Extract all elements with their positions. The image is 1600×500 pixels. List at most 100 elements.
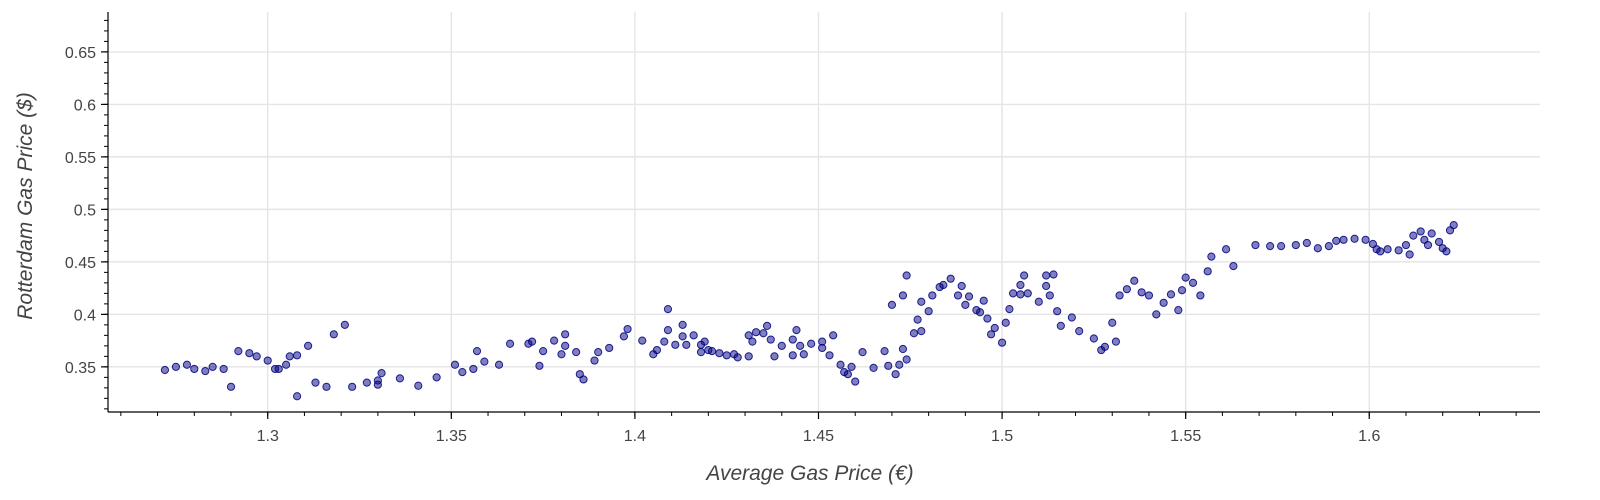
data-point <box>527 337 537 346</box>
data-point <box>348 382 357 391</box>
data-point <box>1449 221 1458 230</box>
data-point <box>1159 298 1168 307</box>
data-point <box>201 366 210 376</box>
data-point <box>340 320 349 329</box>
data-point <box>1152 310 1161 319</box>
data-point <box>505 339 515 348</box>
data-point <box>928 291 937 300</box>
data-point <box>395 374 405 383</box>
y-tick-label: 0.55 <box>65 150 96 167</box>
x-tick-label: 1.6 <box>1358 428 1380 445</box>
data-point <box>829 331 838 340</box>
data-point <box>1108 318 1117 327</box>
data-point <box>902 271 911 280</box>
data-point <box>1034 297 1043 306</box>
data-point <box>1196 291 1205 300</box>
y-tick-label: 0.4 <box>74 307 96 324</box>
data-point <box>1056 321 1065 331</box>
data-point <box>472 347 482 356</box>
data-point <box>983 314 992 323</box>
data-point <box>1005 305 1014 314</box>
data-point <box>939 280 948 290</box>
data-point <box>652 345 662 355</box>
data-point <box>190 364 199 374</box>
data-point <box>975 308 985 317</box>
data-point <box>770 352 779 361</box>
data-point <box>1416 227 1425 236</box>
data-point <box>1313 244 1322 253</box>
data-point <box>1122 285 1132 294</box>
data-point <box>682 340 691 349</box>
data-point <box>762 321 772 331</box>
data-point <box>825 351 834 360</box>
data-point <box>1115 291 1124 300</box>
data-point <box>561 330 570 339</box>
data-point <box>1053 307 1062 316</box>
data-point <box>219 364 228 374</box>
data-point <box>722 351 731 360</box>
data-point <box>572 348 581 357</box>
data-point <box>660 337 669 346</box>
x-tick-label: 1.55 <box>1170 428 1201 445</box>
data-point <box>788 351 797 360</box>
data-point <box>807 339 816 348</box>
data-point <box>1221 245 1231 254</box>
data-point <box>226 382 236 391</box>
data-point <box>895 360 904 369</box>
data-point <box>924 307 933 316</box>
data-point <box>898 344 908 354</box>
data-point <box>1174 306 1183 315</box>
data-point <box>1075 327 1084 336</box>
data-point <box>700 337 709 346</box>
x-tick-label: 1.4 <box>624 428 646 445</box>
grid-lines <box>108 12 1540 412</box>
data-point <box>293 392 302 401</box>
data-point <box>759 329 768 338</box>
data-point <box>917 327 926 336</box>
data-point <box>304 341 313 350</box>
data-point <box>160 365 170 375</box>
data-point <box>1130 276 1139 285</box>
data-point <box>961 300 970 310</box>
data-point <box>234 347 243 356</box>
data-point <box>744 331 753 340</box>
data-point <box>792 326 801 335</box>
x-tick-label: 1.5 <box>991 428 1013 445</box>
data-point <box>594 348 603 357</box>
data-point <box>1049 270 1058 279</box>
data-point <box>590 356 599 365</box>
y-tick-labels: 0.35 0.4 0.45 0.5 0.55 0.6 0.65 <box>65 45 96 377</box>
data-point <box>293 351 302 360</box>
data-point <box>281 360 291 369</box>
data-point <box>707 347 717 356</box>
data-point <box>913 315 922 324</box>
data-point <box>1427 229 1436 238</box>
data-point <box>182 360 192 369</box>
data-point <box>796 341 805 350</box>
data-point <box>689 331 698 340</box>
data-point <box>979 296 988 305</box>
data-point <box>1409 231 1418 240</box>
data-point <box>373 376 382 385</box>
data-point <box>1203 267 1212 276</box>
data-point <box>1042 281 1051 291</box>
data-point <box>902 355 911 364</box>
data-point <box>663 326 673 335</box>
data-point <box>1020 271 1029 280</box>
data-point <box>880 347 889 356</box>
data-point <box>1166 290 1176 299</box>
data-point <box>946 274 955 283</box>
data-point <box>1394 246 1403 255</box>
data-point <box>1442 247 1451 256</box>
data-point <box>1067 313 1076 322</box>
data-point <box>1009 289 1018 298</box>
data-point <box>909 329 919 338</box>
data-point <box>1045 291 1054 300</box>
data-point <box>751 328 761 337</box>
y-tick-label: 0.6 <box>74 97 96 114</box>
data-point <box>623 324 632 334</box>
y-tick-label: 0.5 <box>74 202 96 219</box>
data-point <box>414 381 423 390</box>
data-point <box>917 297 926 306</box>
